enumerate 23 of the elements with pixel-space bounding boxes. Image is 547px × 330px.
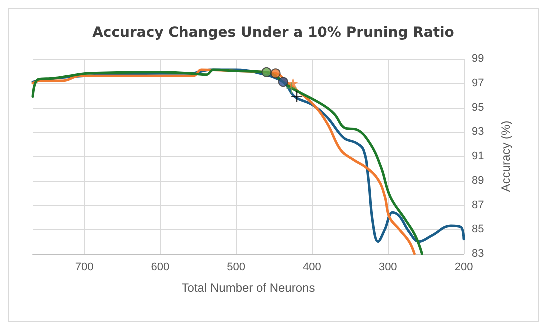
y-axis-title: Accuracy (%): [499, 120, 513, 192]
x-axis-title: Total Number of Neurons: [182, 281, 316, 295]
point: [270, 68, 281, 79]
y-tick-label: 91: [472, 150, 484, 162]
chart-title: Accuracy Changes Under a 10% Pruning Ratio: [92, 25, 455, 41]
x-tick-label: 500: [227, 262, 246, 274]
x-tick-label: 200: [454, 262, 474, 274]
y-tick-label: 83: [472, 248, 484, 260]
y-tick-label: 99: [472, 53, 484, 65]
y-tick-label: 87: [472, 199, 484, 212]
x-tick-label: 600: [151, 262, 170, 274]
x-tick-label: 400: [303, 262, 322, 274]
y-tick-label: 89: [472, 174, 484, 187]
y-tick-label: 95: [472, 102, 484, 114]
x-tick-label: 700: [75, 262, 94, 274]
point: [278, 77, 288, 88]
y-tick-label: 85: [472, 224, 484, 236]
point: [292, 91, 303, 102]
point: [286, 82, 298, 94]
point: [262, 67, 272, 78]
x-tick-label: 300: [378, 262, 398, 274]
y-tick-label: 93: [472, 126, 484, 138]
y-tick-label: 97: [472, 77, 484, 90]
